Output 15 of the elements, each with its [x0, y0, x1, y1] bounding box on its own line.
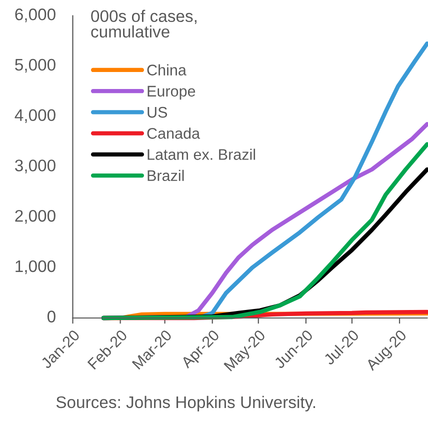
- legend-label: Canada: [147, 128, 200, 139]
- legend-label: Europe: [148, 86, 196, 100]
- legend-label: Latam ex. Brazil: [148, 148, 256, 160]
- y-tick-label: 6,000: [15, 8, 56, 22]
- y-tick-label: 1,000: [16, 260, 56, 274]
- y-tick-label: 5,000: [15, 58, 56, 73]
- source-note: Sources: Johns Hopkins University.: [56, 396, 316, 412]
- legend-label: US: [148, 106, 168, 118]
- legend-label: Brazil: [148, 170, 184, 182]
- y-tick-label: 4,000: [14, 109, 56, 123]
- legend-label: China: [147, 64, 186, 76]
- y-tick-label: 3,000: [15, 160, 56, 174]
- y-axis-title: 000s of cases, cumulative: [91, 10, 196, 38]
- y-tick-label: 2,000: [15, 210, 56, 224]
- y-tick-label: 0: [47, 310, 56, 322]
